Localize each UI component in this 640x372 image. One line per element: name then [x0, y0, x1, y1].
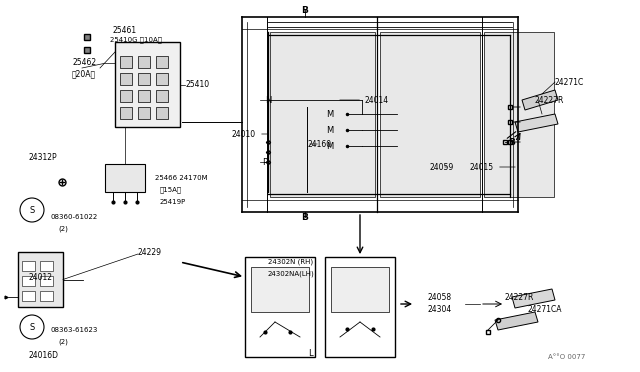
- Bar: [245, 257, 315, 357]
- Bar: [22, 291, 35, 301]
- Text: 24271C: 24271C: [555, 77, 584, 87]
- Bar: [156, 90, 168, 102]
- Text: 24312P: 24312P: [28, 153, 56, 161]
- Text: 24302NA(LH): 24302NA(LH): [268, 271, 315, 277]
- Bar: [18, 252, 63, 307]
- Text: 25419P: 25419P: [160, 199, 186, 205]
- Bar: [120, 107, 132, 119]
- Text: B: B: [301, 6, 308, 15]
- Text: 08363-61623: 08363-61623: [50, 327, 97, 333]
- Text: 25462: 25462: [72, 58, 96, 67]
- Text: S: S: [29, 205, 35, 215]
- Text: 24227R: 24227R: [505, 292, 534, 301]
- Bar: [120, 73, 132, 85]
- Bar: [115, 42, 180, 127]
- Text: M: M: [326, 125, 333, 135]
- Bar: [325, 257, 395, 357]
- Text: (2): (2): [58, 226, 68, 232]
- Text: L: L: [308, 350, 312, 359]
- Text: 25410G 【10A】: 25410G 【10A】: [110, 37, 162, 43]
- Bar: [138, 90, 150, 102]
- Text: 25466 24170M: 25466 24170M: [155, 175, 207, 181]
- Text: 24058: 24058: [428, 292, 452, 301]
- Text: 25410: 25410: [185, 80, 209, 89]
- Text: 24059: 24059: [430, 163, 454, 171]
- Bar: [138, 107, 150, 119]
- Bar: [22, 261, 35, 271]
- Text: 24010: 24010: [232, 129, 268, 138]
- Bar: [270, 32, 375, 197]
- Bar: [138, 56, 150, 68]
- Bar: [484, 32, 554, 197]
- Bar: [156, 73, 168, 85]
- Bar: [120, 90, 132, 102]
- Bar: [331, 267, 389, 312]
- Bar: [156, 107, 168, 119]
- Text: 24302N (RH): 24302N (RH): [268, 259, 313, 265]
- Text: M: M: [326, 141, 333, 151]
- Text: 08360-61022: 08360-61022: [50, 214, 97, 220]
- Bar: [105, 164, 145, 192]
- Bar: [380, 32, 480, 197]
- Bar: [251, 267, 309, 312]
- Polygon shape: [522, 90, 558, 110]
- Text: 24227R: 24227R: [535, 96, 564, 105]
- Bar: [120, 56, 132, 68]
- Text: 24012: 24012: [28, 273, 52, 282]
- Text: 【20A】: 【20A】: [72, 70, 96, 78]
- Text: 24271CA: 24271CA: [528, 305, 563, 314]
- Text: 24304: 24304: [428, 305, 452, 314]
- Text: N: N: [265, 96, 271, 105]
- Text: 24016D: 24016D: [28, 350, 58, 359]
- Text: (2): (2): [58, 339, 68, 345]
- Polygon shape: [515, 114, 558, 132]
- Polygon shape: [512, 289, 555, 308]
- Text: P: P: [262, 157, 268, 167]
- Text: 24160: 24160: [308, 140, 332, 148]
- Text: 24014: 24014: [340, 96, 389, 105]
- Bar: [40, 291, 53, 301]
- Bar: [156, 56, 168, 68]
- Text: 24015: 24015: [470, 163, 515, 171]
- Text: B: B: [508, 138, 515, 147]
- Polygon shape: [495, 312, 538, 330]
- Bar: [138, 73, 150, 85]
- Bar: [40, 276, 53, 286]
- Bar: [22, 276, 35, 286]
- Text: B: B: [301, 212, 308, 221]
- Text: 24229: 24229: [138, 247, 162, 257]
- Text: S: S: [29, 323, 35, 331]
- Text: M: M: [326, 109, 333, 119]
- Text: 25461: 25461: [113, 26, 137, 35]
- Text: A°°O 0077: A°°O 0077: [548, 354, 585, 360]
- Text: 【15A】: 【15A】: [160, 187, 182, 193]
- Bar: [40, 261, 53, 271]
